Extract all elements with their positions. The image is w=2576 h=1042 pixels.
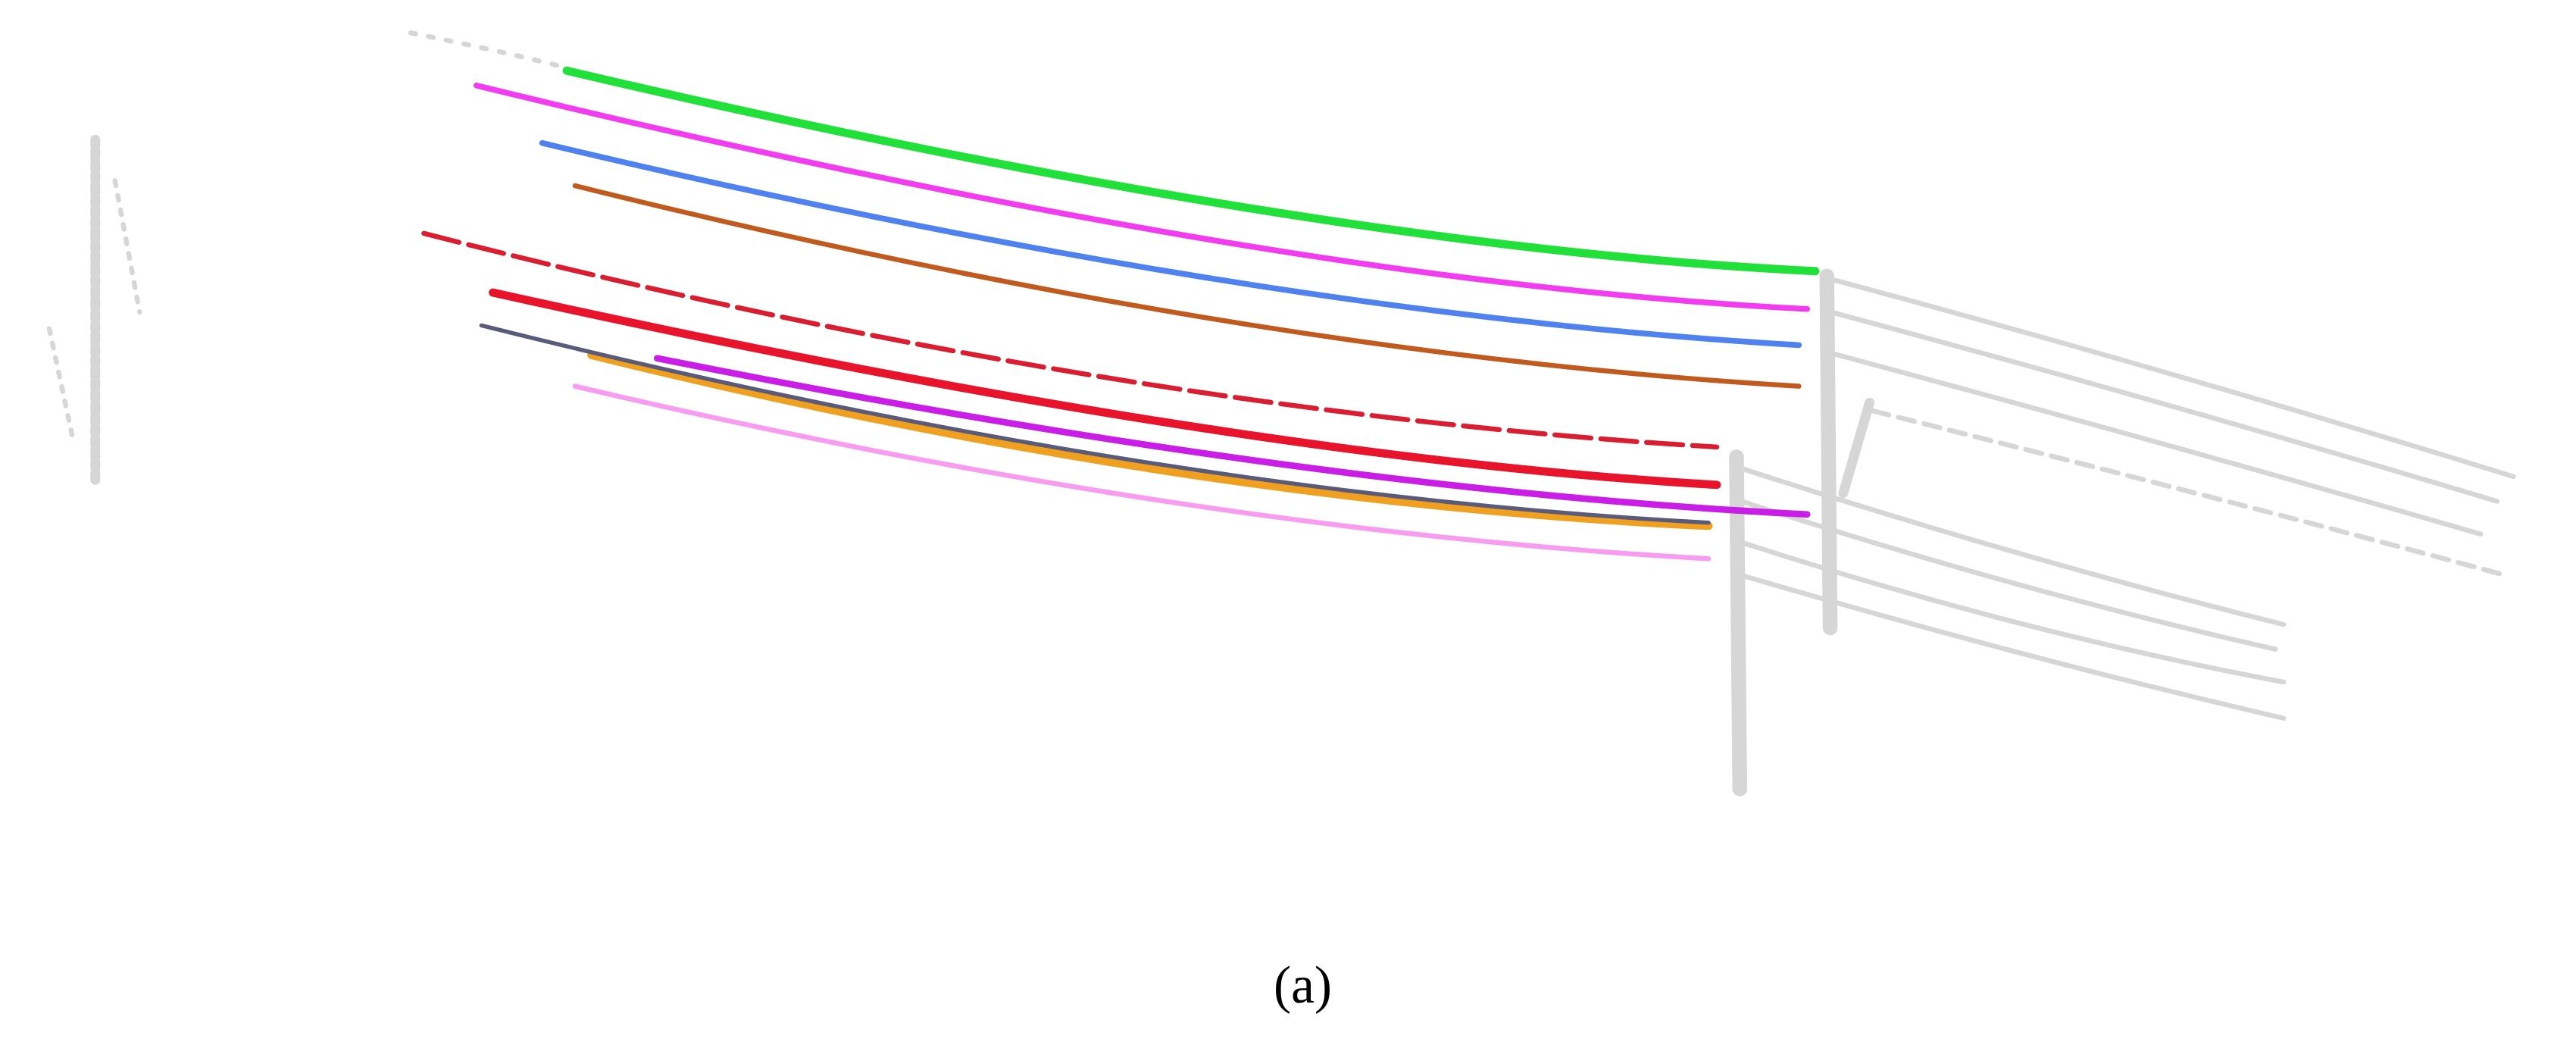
wire-brown [572, 183, 1802, 389]
pole-noise [46, 178, 142, 446]
wire [1739, 465, 2287, 627]
wire [1870, 408, 2509, 578]
poles [46, 134, 1875, 796]
wire-orange [587, 351, 1713, 530]
wire-purple [654, 355, 1811, 518]
insulator [1838, 397, 1875, 499]
wire-pink [572, 383, 1712, 562]
wire [1739, 540, 2287, 685]
wire [1829, 277, 2516, 480]
wire [1829, 309, 2500, 504]
wire-blue [539, 139, 1802, 349]
wire-dark [479, 323, 1711, 525]
wire [1739, 499, 2278, 652]
wire-red [421, 230, 1720, 450]
gray-wires [408, 30, 2516, 721]
wire [1829, 351, 2484, 537]
caption: (a) [1274, 956, 1332, 1015]
wire-green [562, 66, 1820, 276]
wire [408, 30, 561, 69]
wire-magenta [474, 82, 1810, 312]
wire-red-thick [489, 288, 1721, 490]
pole [1819, 268, 1838, 636]
colored-wires [421, 66, 1820, 562]
pole [1729, 449, 1748, 796]
wire [1739, 572, 2287, 721]
